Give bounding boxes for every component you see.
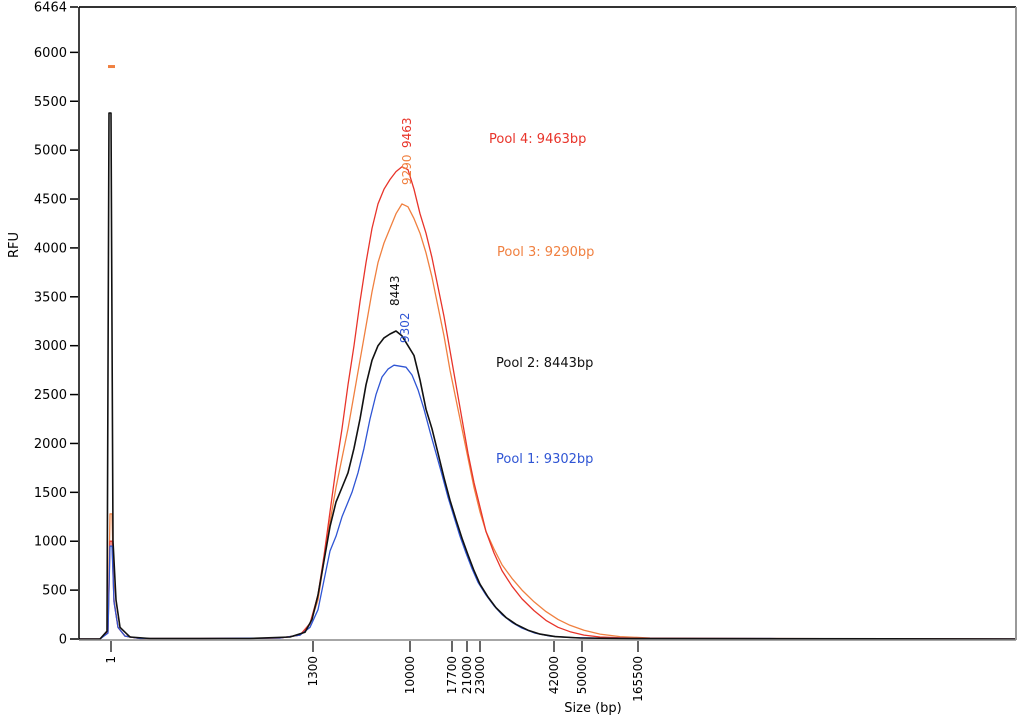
y-tick-label: 1500 — [34, 486, 67, 501]
x-tick-label: 50000 — [575, 656, 589, 694]
y-axis-ticks: 0 500 1000 1500 2000 2500 3000 3500 4000 4500 5000… — [34, 1, 78, 648]
y-tick-label: 4500 — [34, 193, 67, 208]
y-tick-label: 5500 — [34, 95, 67, 110]
x-tick-label: 1300 — [306, 656, 320, 687]
y-tick-label: 2500 — [34, 388, 67, 403]
legend-label-pool-4: Pool 4: 9463bp — [489, 132, 586, 147]
x-tick-label: 42000 — [547, 656, 561, 694]
x-axis-label: Size (bp) — [564, 701, 621, 716]
series-line-pool-1 — [79, 364, 1016, 640]
peak-label-pool-4: 9463 — [400, 117, 414, 148]
x-tick-label: 21000 — [460, 656, 474, 694]
y-tick-label: 5000 — [34, 144, 67, 159]
x-tick-label: 165500 — [631, 656, 645, 702]
y-tick-label: 4000 — [34, 241, 67, 256]
peak-label-pool-1: 9302 — [398, 312, 412, 343]
peak-labels: 9302 8443 9290 9463 — [388, 117, 414, 343]
y-tick-label: 3000 — [34, 339, 67, 354]
y-tick-label: 500 — [42, 584, 67, 599]
x-axis-ticks: 1 1300 10000 17700 21000 23000 42000 50000 16550… — [104, 641, 645, 702]
inline-legend: Pool 1: 9302bp Pool 2: 8443bp Pool 3: 9290… — [489, 132, 594, 467]
peak-label-pool-3: 9290 — [400, 154, 414, 185]
x-tick-label: 17700 — [445, 656, 459, 694]
marker-peak-flag — [108, 65, 115, 69]
y-tick-label: 0 — [59, 633, 67, 648]
series-line-pool-4 — [79, 166, 1017, 640]
x-tick-label: 23000 — [473, 656, 487, 694]
series-line-pool-2 — [79, 112, 1017, 640]
series-line-pool-3 — [79, 203, 1017, 640]
legend-label-pool-3: Pool 3: 9290bp — [497, 245, 594, 260]
legend-label-pool-2: Pool 2: 8443bp — [496, 356, 593, 371]
y-axis-label: RFU — [7, 232, 22, 258]
y-tick-label: 3500 — [34, 290, 67, 305]
y-tick-label: 6000 — [34, 46, 67, 61]
y-tick-label: 1000 — [34, 535, 67, 550]
y-tick-label: 6464 — [34, 1, 67, 16]
peak-label-pool-2: 8443 — [388, 275, 402, 306]
x-tick-label: 1 — [104, 656, 118, 664]
x-tick-label: 10000 — [403, 656, 417, 694]
legend-label-pool-1: Pool 1: 9302bp — [496, 452, 593, 467]
series-layer — [79, 65, 1017, 640]
y-tick-label: 2000 — [34, 437, 67, 452]
